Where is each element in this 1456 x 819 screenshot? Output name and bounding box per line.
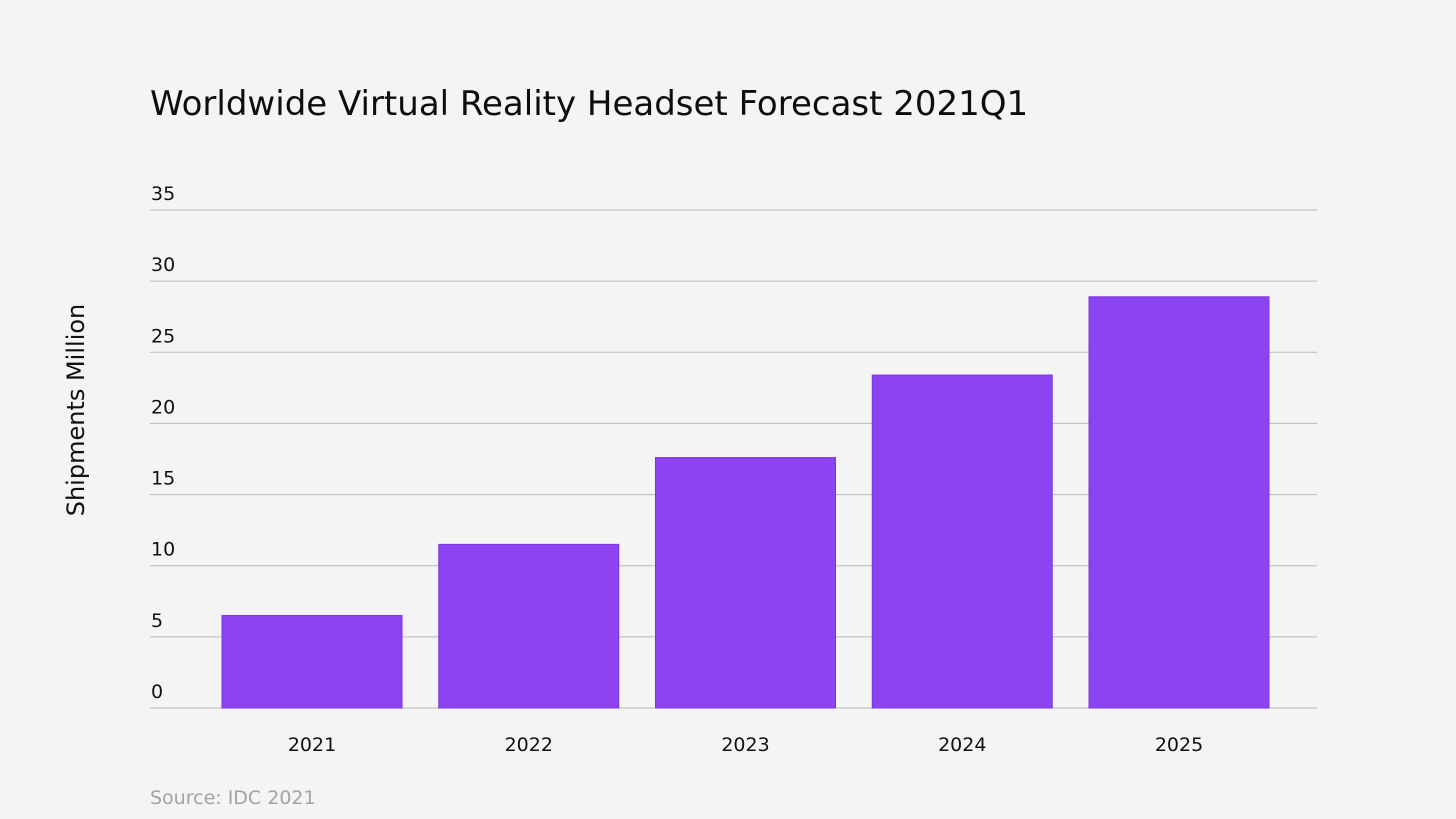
x-tick-label-2021: 2021 — [288, 734, 336, 756]
bars — [221, 296, 1270, 709]
y-tick-label: 20 — [151, 396, 175, 418]
source-note: Source: IDC 2021 — [150, 787, 316, 809]
bar-2025 — [1088, 296, 1270, 709]
y-tick-label: 10 — [151, 539, 175, 561]
y-tick-label: 25 — [151, 325, 175, 347]
chart-title: Worldwide Virtual Reality Headset Foreca… — [150, 84, 1029, 124]
y-tick-label: 5 — [151, 610, 163, 632]
bar-2022 — [438, 543, 620, 709]
bar-2023 — [655, 457, 836, 709]
x-tick-labels: 2021 2022 2023 2024 2025 — [288, 734, 1203, 756]
x-tick-label-2023: 2023 — [721, 734, 769, 756]
y-tick-labels: 0 5 10 15 20 25 30 35 — [151, 183, 175, 703]
bar-2021 — [221, 615, 403, 709]
x-tick-label-2024: 2024 — [938, 734, 986, 756]
y-tick-label: 0 — [151, 681, 163, 703]
y-tick-label: 35 — [151, 183, 175, 205]
x-tick-label-2022: 2022 — [505, 734, 553, 756]
y-tick-label: 15 — [151, 468, 175, 490]
x-tick-label-2025: 2025 — [1155, 734, 1203, 756]
bar-2024 — [871, 374, 1053, 709]
y-tick-label: 30 — [151, 254, 175, 276]
